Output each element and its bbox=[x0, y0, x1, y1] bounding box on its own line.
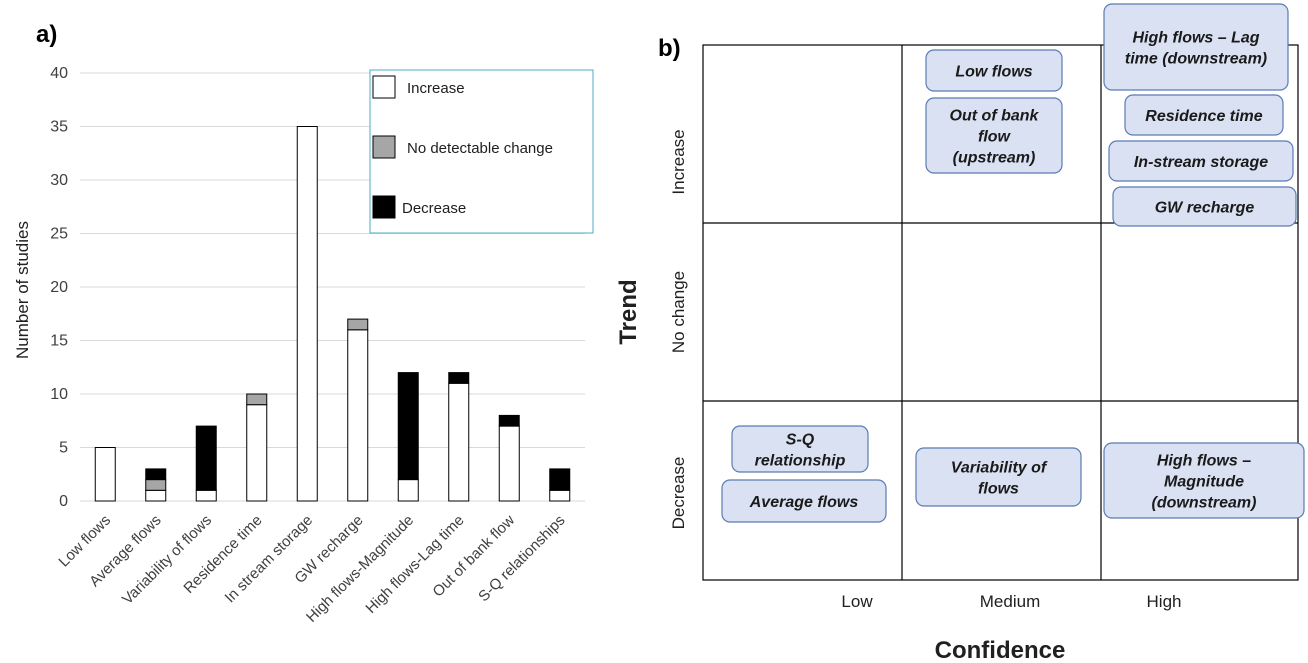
y-axis-label: Number of studies bbox=[13, 221, 32, 359]
factor-box bbox=[1103, 3, 1289, 91]
bar-segment-2-2 bbox=[195, 425, 217, 491]
bar-segment-0-2 bbox=[195, 489, 217, 502]
y-tick-label: 15 bbox=[50, 333, 68, 350]
y-tick-label: 25 bbox=[50, 226, 68, 243]
factor-label: Magnitude bbox=[1164, 474, 1244, 491]
bar-segment-1-1 bbox=[145, 479, 167, 491]
legend-swatch bbox=[372, 195, 396, 219]
row-label: Decrease bbox=[669, 457, 688, 530]
factor-label: relationship bbox=[755, 453, 846, 470]
factor-label: Residence time bbox=[1145, 108, 1262, 125]
factor-label: time (downstream) bbox=[1125, 51, 1267, 68]
bar-segment-1-5 bbox=[347, 318, 369, 331]
factor-box bbox=[1103, 442, 1305, 519]
bar-segment-0-4 bbox=[296, 126, 318, 502]
bar-segment-0-1 bbox=[145, 489, 167, 502]
confidence-matrix: Low Medium High Increase No change Decrease Lo… bbox=[669, 3, 1305, 611]
factor-label: (downstream) bbox=[1152, 495, 1257, 512]
bar-segment-1-3 bbox=[246, 393, 268, 406]
bar-segment-2-9 bbox=[549, 468, 571, 491]
y-tick-label: 0 bbox=[59, 493, 68, 510]
bar-segment-0-9 bbox=[549, 489, 571, 502]
factor-label: Variability of bbox=[951, 460, 1048, 477]
matrix-frame bbox=[702, 44, 1299, 581]
factor-label: Average flows bbox=[749, 494, 859, 511]
factor-box bbox=[1108, 140, 1294, 182]
factor-label: Out of bank bbox=[950, 108, 1040, 125]
x-tick-label: In stream storage bbox=[222, 512, 317, 607]
panel-a-label: a) bbox=[36, 21, 57, 48]
factor-box bbox=[915, 447, 1082, 507]
y-tick-label: 30 bbox=[50, 172, 68, 189]
factor-label: (upstream) bbox=[953, 150, 1036, 167]
column-label: High bbox=[1147, 592, 1182, 611]
bar-segment-2-7 bbox=[448, 372, 470, 384]
x-tick-label: High flows-Lag time bbox=[362, 512, 467, 617]
legend: Increase No detectable change Decrease bbox=[369, 69, 594, 234]
y-tick-label: 5 bbox=[59, 440, 68, 457]
factor-label: High flows – bbox=[1157, 453, 1251, 470]
bar-segment-0-6 bbox=[397, 479, 419, 502]
legend-box bbox=[369, 69, 594, 234]
legend-entry: Increase bbox=[407, 80, 465, 97]
matrix-x-title: Confidence bbox=[935, 637, 1066, 663]
factor-box bbox=[721, 479, 887, 523]
bar-segment-2-1 bbox=[145, 468, 167, 481]
y-tick-label: 10 bbox=[50, 386, 68, 403]
factor-box bbox=[1124, 94, 1284, 136]
factor-label: flow bbox=[978, 129, 1012, 146]
legend-swatch bbox=[372, 135, 396, 159]
factor-label: S-Q bbox=[786, 432, 815, 449]
column-label: Medium bbox=[980, 592, 1040, 611]
factor-label: flows bbox=[978, 481, 1019, 498]
factor-box bbox=[925, 49, 1063, 92]
bar-segment-2-8 bbox=[498, 414, 520, 427]
matrix-y-title: Trend bbox=[615, 279, 642, 344]
legend-entry: Decrease bbox=[402, 200, 466, 217]
bar-segment-0-0 bbox=[94, 447, 116, 502]
y-tick-label: 20 bbox=[50, 279, 68, 296]
row-label: No change bbox=[669, 271, 688, 353]
row-label: Increase bbox=[669, 129, 688, 194]
factor-box bbox=[1112, 186, 1297, 227]
factor-label: High flows – Lag bbox=[1132, 30, 1259, 47]
bar-segment-0-3 bbox=[246, 404, 268, 502]
bar-segment-0-7 bbox=[448, 382, 470, 502]
factor-box bbox=[925, 97, 1063, 174]
x-tick-label: S-Q relationships bbox=[475, 512, 568, 605]
legend-entry: No detectable change bbox=[407, 140, 553, 157]
factor-box bbox=[731, 425, 869, 473]
column-label: Low bbox=[841, 592, 873, 611]
panel-b-label: b) bbox=[658, 35, 681, 62]
bar-segment-0-8 bbox=[498, 425, 520, 502]
bar-segment-2-6 bbox=[397, 372, 419, 481]
factor-label: GW recharge bbox=[1155, 200, 1255, 217]
factor-label: Low flows bbox=[955, 64, 1032, 81]
y-tick-label: 40 bbox=[50, 65, 68, 82]
x-tick-label: Variability of flows bbox=[119, 512, 215, 608]
factor-label: In-stream storage bbox=[1134, 154, 1268, 171]
bar-segment-0-5 bbox=[347, 329, 369, 502]
legend-swatch bbox=[372, 75, 396, 99]
y-tick-label: 35 bbox=[50, 119, 68, 136]
